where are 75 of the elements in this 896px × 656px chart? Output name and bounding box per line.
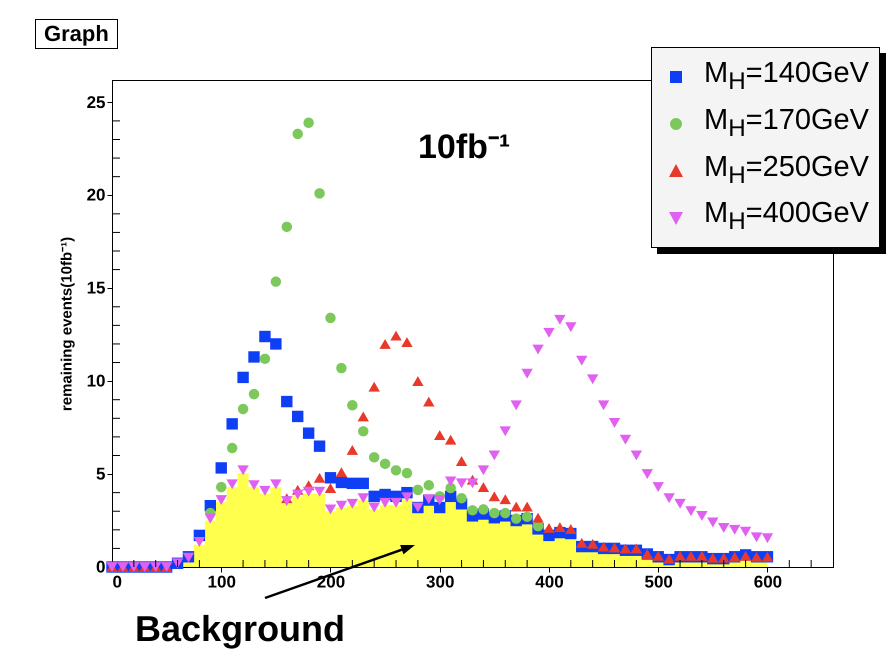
point (368, 382, 380, 392)
point (324, 483, 336, 493)
point (456, 456, 468, 466)
y-tick-label: 0 (96, 558, 106, 576)
point (314, 472, 326, 483)
point (543, 523, 555, 533)
point (347, 400, 358, 411)
y-axis-title: remaining events(10fb⁻¹) (58, 236, 76, 412)
point (445, 482, 456, 494)
y-tick-label: 10 (86, 372, 106, 391)
point (358, 412, 369, 422)
y-tick-label: 25 (86, 92, 106, 112)
point (467, 505, 478, 516)
legend-label: M$_{H}$=400GeV (704, 196, 869, 238)
point (620, 543, 632, 554)
point (379, 339, 391, 349)
point (368, 452, 380, 463)
y-tick-label: 20 (86, 186, 106, 205)
x-tick-label: 500 (644, 572, 673, 592)
point (336, 467, 348, 478)
point (488, 491, 500, 502)
x-tick-label: 400 (535, 572, 564, 592)
annotation: 10fb⁻¹ (418, 127, 510, 168)
point (303, 118, 314, 128)
y-tick-label: 15 (86, 278, 106, 298)
point (248, 388, 260, 400)
x-tick-label: 300 (426, 572, 454, 592)
point (456, 492, 467, 504)
point (402, 468, 412, 478)
point (489, 508, 500, 518)
point (424, 480, 434, 490)
point (325, 312, 336, 324)
point (282, 222, 292, 232)
chart-title: Graph (35, 19, 118, 49)
point (401, 337, 413, 348)
point (216, 482, 226, 492)
point (390, 330, 402, 341)
point (270, 276, 282, 287)
point (260, 354, 270, 364)
point (346, 444, 358, 455)
point (510, 502, 522, 512)
point (412, 484, 424, 496)
point (521, 502, 533, 512)
point (576, 538, 588, 548)
point (390, 465, 402, 476)
x-tick-label: 600 (754, 572, 782, 592)
point (565, 524, 577, 534)
point (586, 538, 598, 549)
legend-label: M$_{H}$=140GeV (704, 56, 869, 97)
point (598, 542, 610, 552)
point (412, 376, 424, 386)
point (423, 396, 435, 407)
point (238, 404, 248, 414)
point (336, 362, 347, 374)
point (434, 430, 446, 440)
point (314, 188, 325, 199)
point (630, 543, 642, 554)
point (478, 504, 489, 515)
point (226, 442, 238, 454)
point (510, 513, 522, 524)
point (380, 458, 390, 470)
point (532, 512, 544, 523)
point (478, 482, 490, 492)
point (292, 128, 303, 140)
text: Background (135, 608, 346, 650)
legend-label: M$_{H}$=250GeV (704, 150, 869, 190)
point (500, 508, 511, 518)
x-tick-label: 100 (208, 572, 236, 592)
point (500, 494, 511, 504)
legend-label: M$_{H}$=170GeV (704, 102, 869, 144)
x-tick-label: 0 (112, 572, 122, 592)
point (358, 426, 368, 437)
y-tick-label: 5 (96, 464, 106, 484)
point (444, 434, 456, 445)
point (554, 522, 566, 532)
